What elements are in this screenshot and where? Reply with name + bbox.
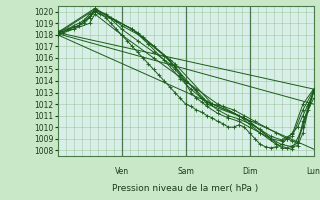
Text: Dim: Dim: [242, 167, 257, 176]
Text: Sam: Sam: [177, 167, 194, 176]
Text: Pression niveau de la mer( hPa ): Pression niveau de la mer( hPa ): [112, 184, 259, 193]
Text: Ven: Ven: [115, 167, 129, 176]
Text: Lun: Lun: [307, 167, 320, 176]
